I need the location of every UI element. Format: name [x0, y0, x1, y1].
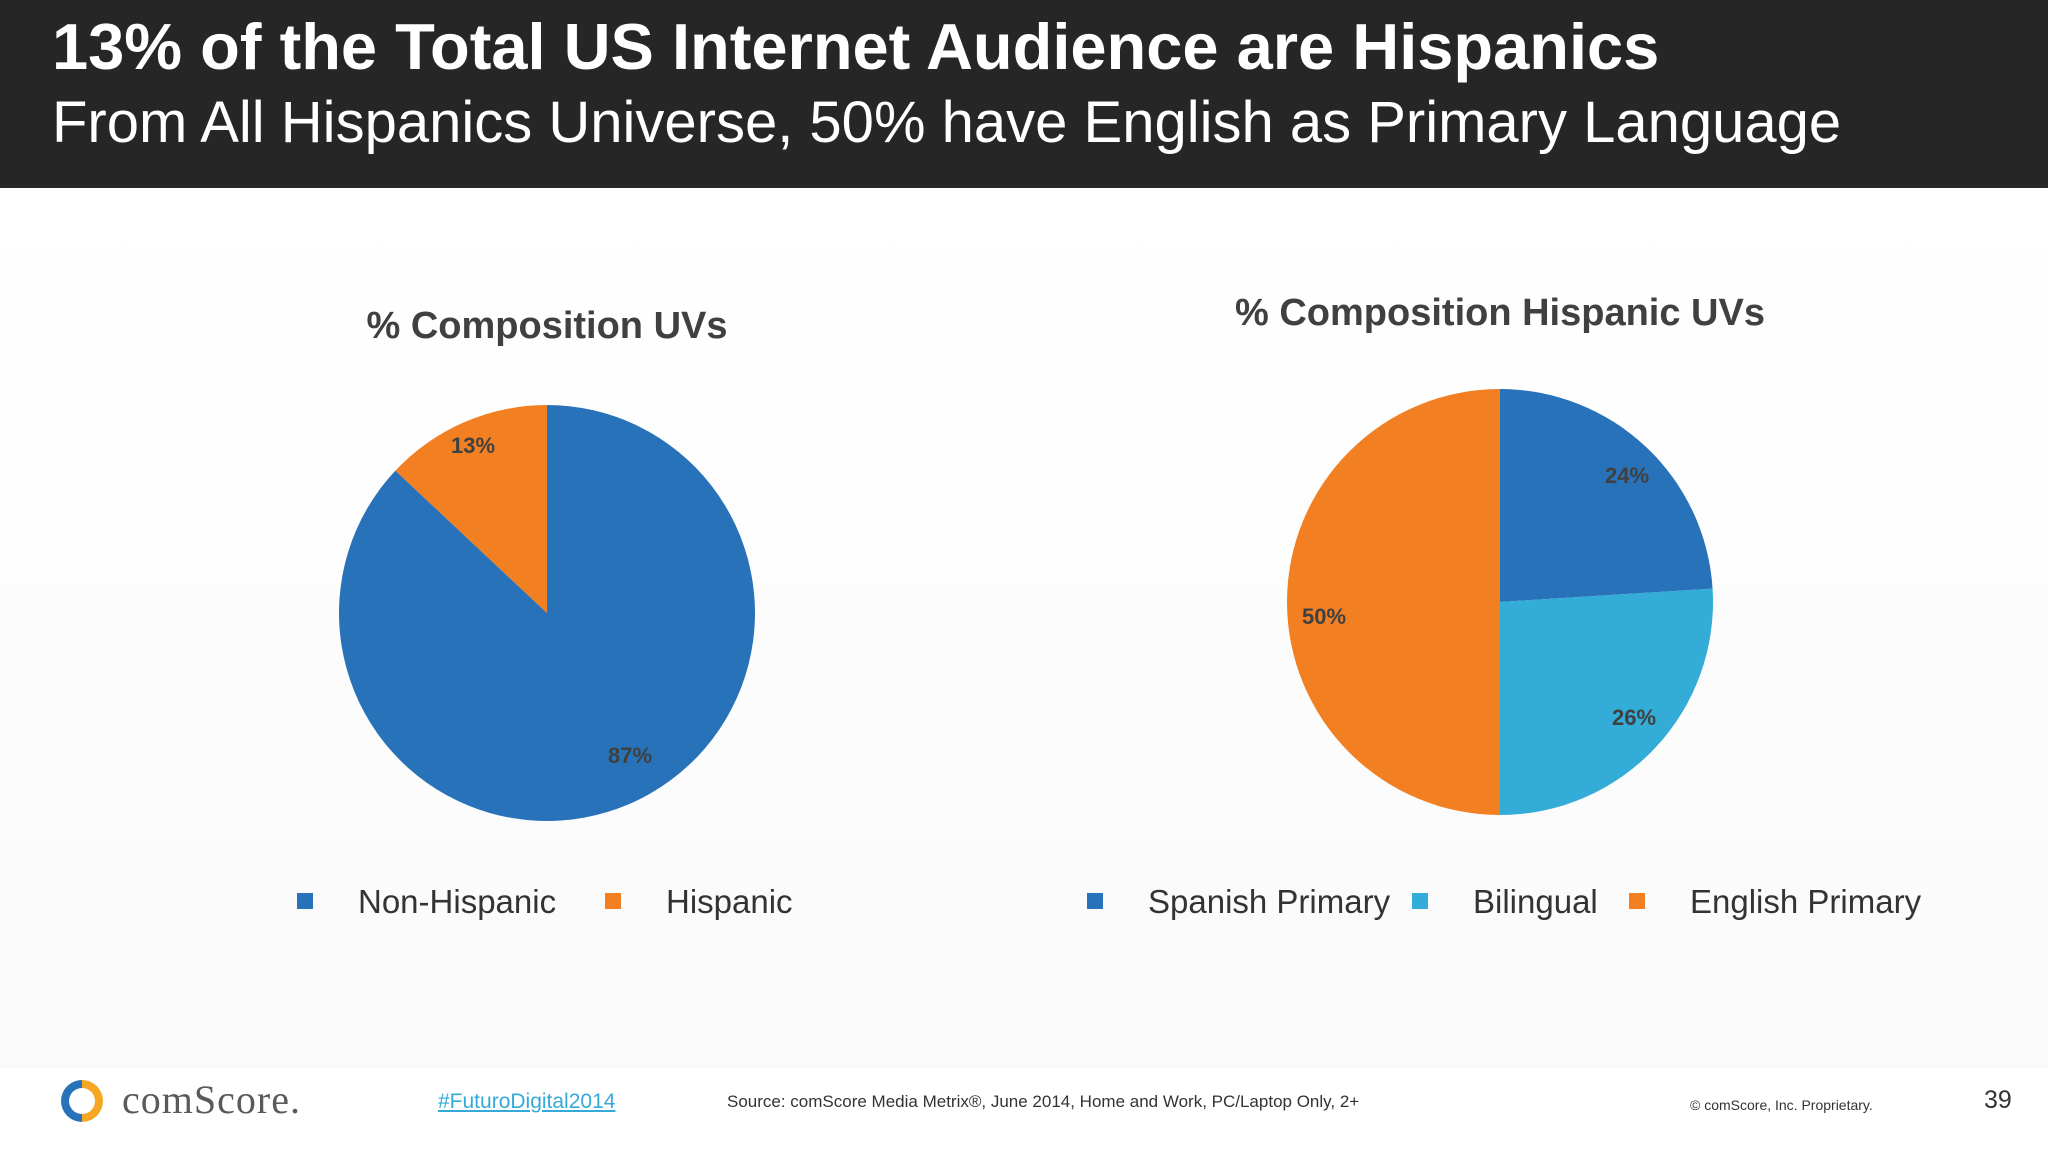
charts-area: % Composition UVs 87% 13% Non-Hispanic Hispa…: [0, 188, 2048, 1068]
pie-slice-spanish-primary: [1500, 389, 1713, 602]
comscore-logo-icon: [61, 1080, 103, 1122]
data-label-bilingual: 26%: [1612, 705, 1656, 730]
legend-swatch-english-primary: [1629, 893, 1645, 909]
data-label-hispanic: 13%: [451, 433, 495, 458]
chart-title-1: % Composition UVs: [366, 305, 727, 347]
pie-slice-english-primary: [1287, 389, 1500, 815]
legend-swatch-hispanic: [605, 893, 621, 909]
comscore-logo-text: comScore.: [122, 1077, 301, 1122]
legend-swatch-spanish-primary: [1087, 893, 1103, 909]
copyright-note: © comScore, Inc. Proprietary.: [1690, 1097, 1873, 1113]
slide-title: 13% of the Total US Internet Audience ar…: [52, 10, 1660, 83]
legend-swatch-non-hispanic: [297, 893, 313, 909]
legend-label-hispanic: Hispanic: [666, 883, 793, 920]
slide-subtitle: From All Hispanics Universe, 50% have En…: [52, 90, 1842, 155]
slide-header: 13% of the Total US Internet Audience ar…: [0, 0, 2048, 188]
pie-charts: % Composition UVs 87% 13% Non-Hispanic Hispa…: [297, 292, 1922, 920]
legend-label-non-hispanic: Non-Hispanic: [358, 883, 556, 920]
legend-label-english-primary: English Primary: [1690, 883, 1922, 920]
comscore-logo: comScore.: [60, 1070, 340, 1132]
hashtag-link[interactable]: #FuturoDigital2014: [438, 1090, 616, 1113]
source-note: Source: comScore Media Metrix®, June 201…: [727, 1092, 1360, 1111]
legend-label-bilingual: Bilingual: [1473, 883, 1598, 920]
data-label-english-primary: 50%: [1302, 604, 1346, 629]
pie-slice-bilingual: [1500, 588, 1713, 815]
data-label-non-hispanic: 87%: [608, 743, 652, 768]
data-label-spanish-primary: 24%: [1605, 463, 1649, 488]
pie-slice-hispanic: [395, 405, 547, 613]
legend-swatch-bilingual: [1412, 893, 1428, 909]
page-number: 39: [1984, 1086, 2012, 1114]
legend-label-spanish-primary: Spanish Primary: [1148, 883, 1391, 920]
chart-title-2: % Composition Hispanic UVs: [1235, 292, 1765, 334]
